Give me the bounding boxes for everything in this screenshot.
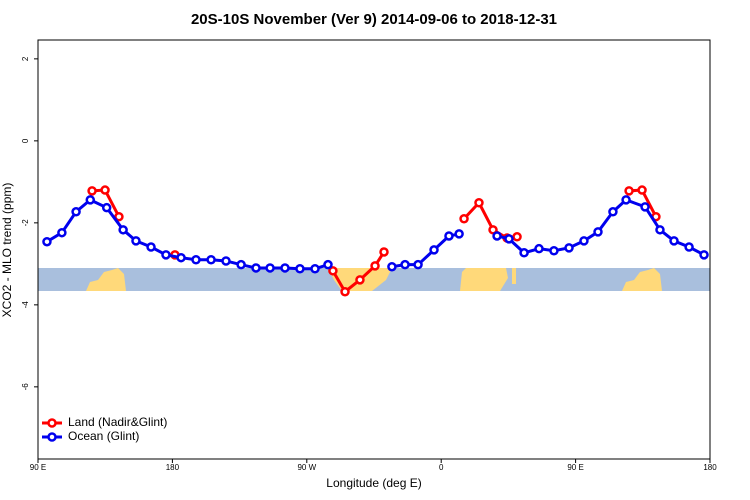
land-shape <box>512 268 516 284</box>
point <box>340 286 350 297</box>
legend-marker <box>47 432 57 442</box>
plot-frame <box>37 39 711 460</box>
point <box>355 275 365 285</box>
point <box>474 198 484 208</box>
point <box>221 256 231 266</box>
point <box>280 263 290 273</box>
point <box>608 207 618 217</box>
point <box>593 227 603 237</box>
point <box>118 225 128 235</box>
point <box>370 261 380 271</box>
point <box>100 185 110 195</box>
land-shape <box>460 268 508 291</box>
map-band <box>38 268 710 291</box>
point <box>413 259 423 270</box>
point <box>379 247 389 257</box>
point <box>519 248 529 258</box>
series-line <box>496 198 705 257</box>
point <box>454 229 464 239</box>
point <box>684 242 694 252</box>
point <box>624 186 634 196</box>
point <box>400 259 410 270</box>
point <box>579 236 589 246</box>
legend-marker <box>47 418 57 428</box>
point <box>176 252 186 263</box>
point <box>131 236 141 246</box>
x-tick-label: 180 <box>703 463 717 472</box>
point <box>512 232 522 242</box>
point <box>640 202 650 212</box>
point <box>328 266 338 276</box>
point <box>251 263 261 273</box>
y-tick-label: -6 <box>21 383 30 391</box>
point <box>191 254 201 265</box>
point <box>87 186 97 196</box>
y-axis-label: XCO2 - MLO trend (ppm) <box>0 183 14 318</box>
x-tick-label: 90 E <box>30 463 46 472</box>
y-tick-label: -4 <box>21 301 30 309</box>
y-tick-label: 0 <box>21 138 30 143</box>
point <box>564 243 574 253</box>
x-tick-label: 0 <box>439 463 444 472</box>
land-shape <box>622 268 662 291</box>
point <box>504 234 514 244</box>
point <box>549 245 559 256</box>
point <box>492 231 502 241</box>
point <box>114 211 124 222</box>
point <box>429 245 439 255</box>
point <box>42 236 52 247</box>
point <box>459 214 469 224</box>
x-tick-label: 180 <box>166 463 180 472</box>
point <box>655 225 665 235</box>
y-tick-label: -2 <box>21 219 30 227</box>
x-tick-label: 90 E <box>567 463 583 472</box>
point <box>101 202 112 213</box>
legend-label: Land (Nadir&Glint) <box>68 415 167 429</box>
x-tick-label: 90 W <box>297 463 316 472</box>
point <box>637 185 647 195</box>
x-axis-label: Longitude (deg E) <box>326 476 421 490</box>
point <box>387 261 397 272</box>
point <box>310 264 320 274</box>
point <box>444 231 454 241</box>
point <box>295 264 305 274</box>
point <box>57 227 67 238</box>
point <box>236 259 246 270</box>
point <box>161 250 171 260</box>
point <box>323 259 333 270</box>
chart-title: 20S-10S November (Ver 9) 2014-09-06 to 2… <box>191 11 557 28</box>
point <box>621 195 631 205</box>
point <box>699 250 709 260</box>
point <box>71 207 81 217</box>
point <box>534 243 544 254</box>
point <box>669 236 679 246</box>
legend-label: Ocean (Glint) <box>68 429 139 443</box>
series-line <box>46 198 329 271</box>
point <box>85 195 96 205</box>
y-tick-label: 2 <box>21 56 30 61</box>
point <box>146 242 156 252</box>
point <box>488 225 498 235</box>
point <box>206 254 216 265</box>
land-shape <box>86 268 126 291</box>
point <box>265 263 275 273</box>
